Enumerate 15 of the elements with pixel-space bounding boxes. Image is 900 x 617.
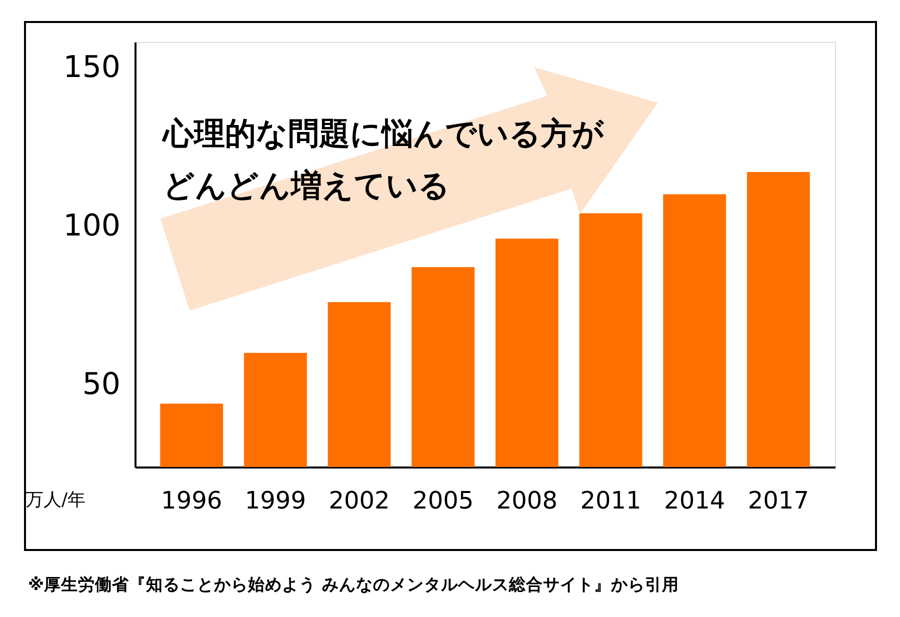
x-tick-label: 2014 <box>664 486 726 514</box>
y-tick-label: 150 <box>63 50 120 85</box>
text: ※厚生労働省『知ることから始めよう みんなのメンタルヘルス総合サイト』から引用 <box>28 575 679 594</box>
x-tick-label: 1996 <box>161 486 222 514</box>
x-tick-label: 2017 <box>748 486 809 514</box>
x-tick-label: 2005 <box>412 486 474 514</box>
x-tick-label: 2008 <box>496 486 558 514</box>
x-tick-label: 2011 <box>580 486 642 514</box>
annotation: 心理的な問題に悩んでいる方が <box>161 116 605 152</box>
y-tick-label: 50 <box>82 367 120 402</box>
y-tick-label: 100 <box>63 208 120 244</box>
x-tick-label: 1999 <box>244 486 306 514</box>
x-tick-label: 2002 <box>328 486 390 514</box>
annotation: どんどん増えている <box>163 168 450 204</box>
y-axis-title: 万人/年 <box>25 490 86 510</box>
